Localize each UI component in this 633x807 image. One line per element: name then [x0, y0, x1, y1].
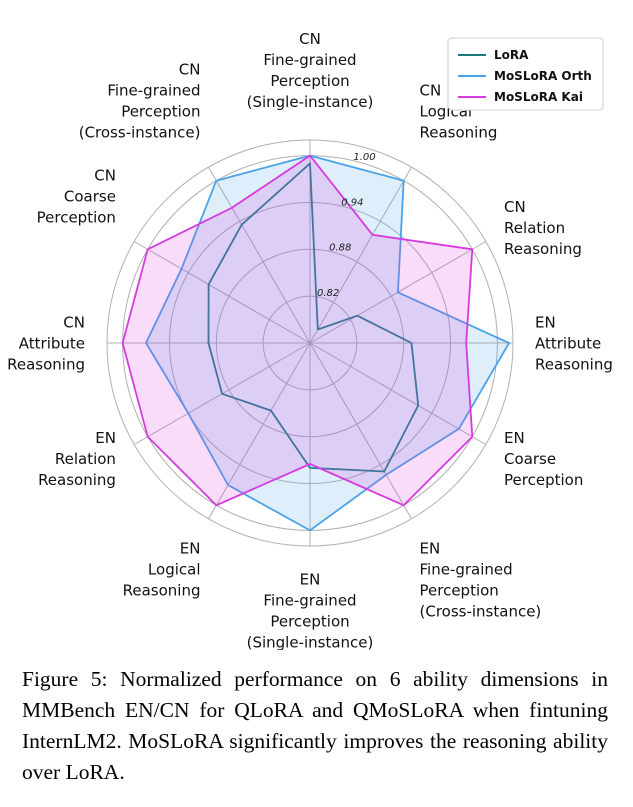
axis-label: Fine-grained [420, 561, 513, 579]
axis-label-group: CN Coarse Perception [37, 166, 116, 226]
axis-label: Relation [504, 219, 565, 237]
axis-label-group: EN Fine-grained Perception (Cross-instance) [420, 540, 542, 621]
series-moslora-orth [145, 154, 511, 532]
axis-label: Relation [55, 450, 116, 468]
series-lora [207, 162, 420, 473]
axis-label: (Single-instance) [247, 93, 374, 111]
axis-label: Perception [504, 471, 583, 489]
grid-spoke [208, 166, 311, 344]
axis-label-group: CN Fine-grained Perception (Cross-instance) [79, 61, 201, 142]
axis-label: Perception [270, 72, 349, 90]
axis-label: Reasoning [7, 355, 85, 373]
grid-spoke [309, 342, 487, 445]
axis-label-group: CN Attribute Reasoning [7, 313, 85, 373]
axis-label: Reasoning [504, 240, 582, 258]
axis-label: Fine-grained [107, 82, 200, 100]
axis-label: CN [63, 313, 85, 331]
axis-label-group: CN Relation Reasoning [504, 198, 582, 258]
axis-label: CN [420, 82, 442, 100]
radar-chart: 0.82 0.88 0.94 1.00 CN Fine-grained Perceptio… [7, 30, 613, 650]
figure-caption: Figure 5: Normalized performance on 6 ab… [22, 667, 608, 784]
axis-label: EN [504, 429, 525, 447]
axis-label: Perception [270, 613, 349, 631]
axis-label: CN [299, 30, 321, 48]
axis-label: CN [179, 61, 201, 79]
legend: LoRA MoSLoRA Orth MoSLoRA Kai [447, 37, 604, 111]
axis-label: CN [504, 198, 526, 216]
legend-label: MoSLoRA Orth [494, 69, 592, 83]
grid-spoke [208, 342, 311, 520]
axis-label-group: EN Relation Reasoning [38, 429, 116, 489]
axis-label: (Single-instance) [247, 634, 374, 651]
axis-label: EN [535, 313, 556, 331]
axis-label-group: EN Attribute Reasoning [535, 313, 613, 373]
axis-label: Perception [121, 103, 200, 121]
axis-label-group: EN Logical Reasoning [123, 540, 201, 600]
axis-label: Coarse [504, 450, 556, 468]
tick-label: 0.94 [341, 197, 363, 208]
axis-label: Logical [148, 561, 201, 579]
axis-label: Perception [420, 582, 499, 600]
axis-label: Reasoning [123, 582, 201, 600]
axis-label: Reasoning [535, 355, 613, 373]
axis-label: EN [420, 540, 441, 558]
axis-label: Attribute [535, 334, 601, 352]
grid-spoke [133, 241, 311, 344]
axis-label-group: CN Fine-grained Perception (Single-instance… [247, 30, 374, 111]
tick-label: 0.88 [329, 243, 351, 254]
axis-label: Perception [37, 208, 116, 226]
grid-spoke [309, 342, 412, 520]
axis-label: Coarse [64, 187, 116, 205]
tick-label: 0.82 [317, 288, 339, 299]
grid-spoke [309, 166, 412, 344]
legend-box [447, 37, 604, 111]
axis-label: Reasoning [420, 124, 498, 142]
axis-label: EN [180, 540, 201, 558]
axis-label: (Cross-instance) [420, 603, 542, 621]
tick-labels: 0.82 0.88 0.94 1.00 [317, 152, 376, 299]
axis-label-group: EN Coarse Perception [504, 429, 583, 489]
axis-label-group: EN Fine-grained Perception (Single-instance… [247, 571, 374, 651]
legend-label: LoRA [494, 48, 529, 62]
series-layer [121, 154, 511, 532]
axis-label: Reasoning [38, 471, 116, 489]
axis-label: CN [94, 166, 116, 184]
axis-label: (Cross-instance) [79, 124, 201, 142]
legend-label: MoSLoRA Kai [494, 90, 583, 104]
tick-label: 1.00 [353, 152, 375, 163]
axis-label: EN [300, 571, 321, 589]
axis-label: Fine-grained [263, 592, 356, 610]
axis-label: EN [95, 429, 116, 447]
axis-labels: CN Fine-grained Perception (Single-instance… [7, 30, 613, 650]
axis-label: Fine-grained [263, 51, 356, 69]
axis-label: Attribute [19, 334, 85, 352]
series-moslora-kai [121, 154, 474, 507]
